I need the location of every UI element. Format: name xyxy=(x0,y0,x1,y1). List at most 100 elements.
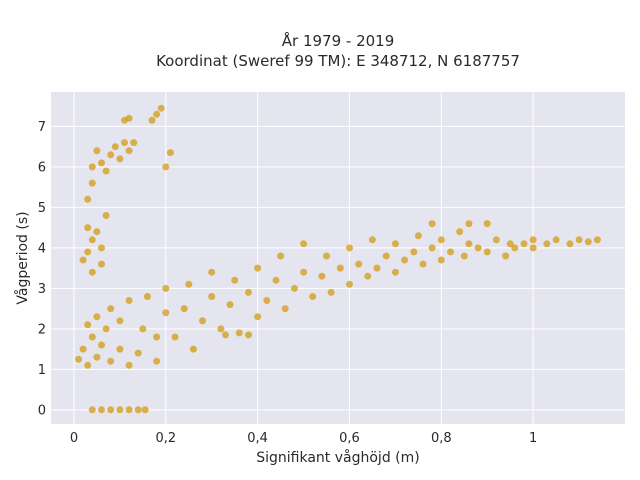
data-point xyxy=(566,240,574,248)
y-tick-label: 4 xyxy=(38,241,46,256)
data-point xyxy=(529,244,537,252)
data-point xyxy=(336,264,344,272)
data-point xyxy=(116,345,124,353)
data-point xyxy=(189,345,197,353)
data-point xyxy=(93,228,101,236)
data-point xyxy=(88,333,96,341)
data-point xyxy=(88,236,96,244)
data-point xyxy=(309,293,317,300)
data-point xyxy=(346,280,353,288)
data-point xyxy=(134,349,142,357)
data-point xyxy=(166,149,174,157)
data-point xyxy=(139,325,147,333)
data-point xyxy=(226,301,234,309)
data-point xyxy=(141,406,149,414)
data-point xyxy=(300,240,308,248)
data-point xyxy=(410,248,418,256)
data-point xyxy=(456,228,464,236)
x-tick-label: 0 xyxy=(70,431,78,446)
data-point xyxy=(88,163,96,171)
data-point xyxy=(84,195,92,203)
data-point xyxy=(93,353,101,361)
data-point xyxy=(98,244,105,252)
data-point xyxy=(121,139,128,147)
data-point xyxy=(116,155,124,163)
data-point xyxy=(222,331,229,339)
data-point xyxy=(529,236,537,244)
data-point xyxy=(125,147,133,155)
data-point xyxy=(290,284,298,292)
data-point xyxy=(318,272,326,280)
data-point xyxy=(272,276,280,284)
data-point xyxy=(327,288,335,296)
data-point xyxy=(543,240,551,248)
y-tick-label: 6 xyxy=(38,160,46,175)
chart-title-line2: Koordinat (Sweref 99 TM): E 348712, N 61… xyxy=(156,52,520,70)
data-point xyxy=(125,297,133,304)
data-point xyxy=(254,264,262,272)
data-point xyxy=(134,406,142,414)
data-point xyxy=(153,110,161,118)
data-point xyxy=(245,331,252,339)
data-point xyxy=(281,305,289,313)
data-point xyxy=(437,256,445,264)
data-point xyxy=(180,305,188,313)
data-point xyxy=(428,244,436,252)
data-point xyxy=(245,288,252,296)
data-point xyxy=(437,236,445,244)
data-point xyxy=(208,268,216,276)
data-point xyxy=(391,268,399,276)
data-point xyxy=(511,244,519,252)
data-point xyxy=(235,329,243,337)
data-point xyxy=(130,139,138,147)
data-point xyxy=(162,163,170,171)
data-point xyxy=(107,357,115,365)
data-point xyxy=(88,406,96,414)
data-point xyxy=(111,143,119,151)
data-point xyxy=(79,256,87,264)
data-point xyxy=(575,236,583,244)
data-point xyxy=(552,236,560,244)
data-point xyxy=(208,293,216,300)
data-point xyxy=(364,272,372,280)
data-point xyxy=(502,252,510,260)
data-point xyxy=(217,325,225,333)
data-point xyxy=(98,159,105,167)
data-point xyxy=(414,232,422,240)
y-tick-label: 2 xyxy=(38,322,46,337)
data-point xyxy=(88,268,96,276)
data-point xyxy=(98,260,105,268)
data-point xyxy=(116,317,124,325)
grid-lines xyxy=(51,92,625,424)
y-tick-label: 3 xyxy=(38,282,46,297)
data-point xyxy=(474,244,482,252)
data-point xyxy=(368,236,376,244)
data-point xyxy=(355,260,363,268)
data-point xyxy=(520,240,528,248)
y-tick-label: 1 xyxy=(38,363,46,378)
data-point xyxy=(162,284,170,292)
data-point xyxy=(162,309,170,317)
data-point xyxy=(401,256,409,264)
y-axis-label: Vågperiod (s) xyxy=(14,211,31,304)
x-tick-label: 0,2 xyxy=(155,431,176,446)
data-point xyxy=(483,220,491,228)
data-point xyxy=(88,179,96,187)
plot-area xyxy=(51,92,625,424)
data-point xyxy=(465,240,473,248)
data-point xyxy=(483,248,491,256)
data-point xyxy=(171,333,179,341)
data-point xyxy=(465,220,473,228)
data-point xyxy=(391,240,399,248)
data-point xyxy=(157,104,165,112)
data-point xyxy=(231,276,239,284)
data-point xyxy=(84,248,92,256)
data-point xyxy=(428,220,436,228)
data-point xyxy=(125,114,133,122)
data-point xyxy=(84,224,92,232)
data-point xyxy=(492,236,500,244)
data-point xyxy=(107,305,115,313)
x-tick-label: 0,6 xyxy=(339,431,360,446)
x-tick-label: 0,4 xyxy=(247,431,268,446)
